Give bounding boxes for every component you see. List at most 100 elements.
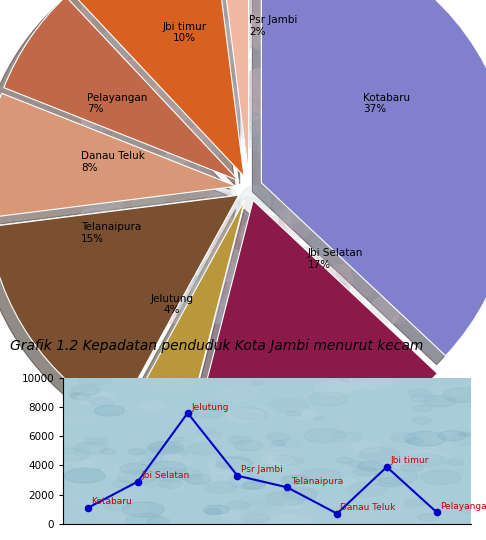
Circle shape xyxy=(364,191,378,205)
Circle shape xyxy=(188,164,232,208)
Circle shape xyxy=(228,384,263,397)
Circle shape xyxy=(273,283,290,299)
Circle shape xyxy=(449,434,481,446)
Circle shape xyxy=(244,0,277,26)
Circle shape xyxy=(75,50,93,68)
Circle shape xyxy=(148,441,184,454)
Circle shape xyxy=(275,220,292,237)
Circle shape xyxy=(172,421,182,425)
Circle shape xyxy=(282,457,304,465)
Circle shape xyxy=(238,408,248,412)
Circle shape xyxy=(142,179,174,210)
Circle shape xyxy=(102,464,135,476)
Circle shape xyxy=(143,287,167,311)
Circle shape xyxy=(404,431,446,446)
Circle shape xyxy=(191,407,223,419)
Circle shape xyxy=(263,64,306,107)
Circle shape xyxy=(357,462,383,471)
Circle shape xyxy=(76,36,106,66)
Circle shape xyxy=(320,38,366,85)
Circle shape xyxy=(339,38,353,52)
Circle shape xyxy=(167,63,206,101)
Circle shape xyxy=(179,216,214,250)
Circle shape xyxy=(413,405,432,411)
Circle shape xyxy=(308,392,347,406)
Circle shape xyxy=(312,233,332,253)
Circle shape xyxy=(85,437,107,445)
Circle shape xyxy=(264,441,296,452)
Circle shape xyxy=(277,490,310,502)
Circle shape xyxy=(152,127,171,146)
Circle shape xyxy=(412,417,432,424)
Circle shape xyxy=(278,247,327,295)
Circle shape xyxy=(114,489,140,499)
Circle shape xyxy=(340,515,380,529)
Circle shape xyxy=(133,188,165,220)
Circle shape xyxy=(163,454,182,461)
Circle shape xyxy=(65,268,109,312)
Circle shape xyxy=(118,470,156,484)
Circle shape xyxy=(68,113,103,147)
Circle shape xyxy=(169,241,217,289)
Circle shape xyxy=(348,195,376,224)
Circle shape xyxy=(226,88,250,111)
Circle shape xyxy=(216,302,240,326)
Text: Pelayangan
7%: Pelayangan 7% xyxy=(87,93,148,114)
Circle shape xyxy=(51,448,90,462)
Circle shape xyxy=(66,420,98,431)
Circle shape xyxy=(210,276,241,307)
Circle shape xyxy=(386,72,404,90)
Circle shape xyxy=(287,411,301,416)
Circle shape xyxy=(305,390,347,405)
Circle shape xyxy=(239,12,276,49)
Circle shape xyxy=(183,57,196,70)
Circle shape xyxy=(117,271,154,309)
Circle shape xyxy=(260,157,289,186)
Text: Jbi timur
10%: Jbi timur 10% xyxy=(163,22,207,43)
Circle shape xyxy=(327,0,353,14)
Circle shape xyxy=(208,460,248,474)
Circle shape xyxy=(287,495,300,500)
Circle shape xyxy=(314,416,325,420)
Circle shape xyxy=(127,296,158,328)
Circle shape xyxy=(232,114,266,147)
Circle shape xyxy=(67,496,82,501)
Circle shape xyxy=(99,72,141,114)
Circle shape xyxy=(282,475,309,484)
Circle shape xyxy=(325,11,340,27)
Circle shape xyxy=(70,410,88,416)
Circle shape xyxy=(120,304,149,334)
Circle shape xyxy=(126,513,163,526)
Circle shape xyxy=(159,480,183,488)
Circle shape xyxy=(229,506,273,522)
Circle shape xyxy=(152,76,199,122)
Circle shape xyxy=(385,262,418,295)
Circle shape xyxy=(359,211,393,244)
Circle shape xyxy=(192,121,216,144)
Circle shape xyxy=(341,71,385,114)
Circle shape xyxy=(286,193,327,234)
Circle shape xyxy=(144,291,184,331)
Circle shape xyxy=(216,457,252,470)
Circle shape xyxy=(250,68,273,90)
Circle shape xyxy=(342,68,371,97)
Circle shape xyxy=(151,468,189,482)
Circle shape xyxy=(355,5,369,19)
Circle shape xyxy=(278,142,295,159)
Circle shape xyxy=(242,513,269,523)
Circle shape xyxy=(371,29,414,71)
Circle shape xyxy=(70,160,94,185)
Circle shape xyxy=(130,379,156,389)
Circle shape xyxy=(76,392,115,406)
Circle shape xyxy=(258,127,306,175)
Circle shape xyxy=(244,440,269,448)
Circle shape xyxy=(255,106,292,143)
Circle shape xyxy=(97,31,131,64)
Circle shape xyxy=(443,388,484,402)
Circle shape xyxy=(233,70,283,120)
Circle shape xyxy=(315,58,335,78)
Text: Jbi Selatan: Jbi Selatan xyxy=(141,471,190,480)
Circle shape xyxy=(252,476,288,489)
Circle shape xyxy=(78,19,96,37)
Circle shape xyxy=(329,265,350,286)
